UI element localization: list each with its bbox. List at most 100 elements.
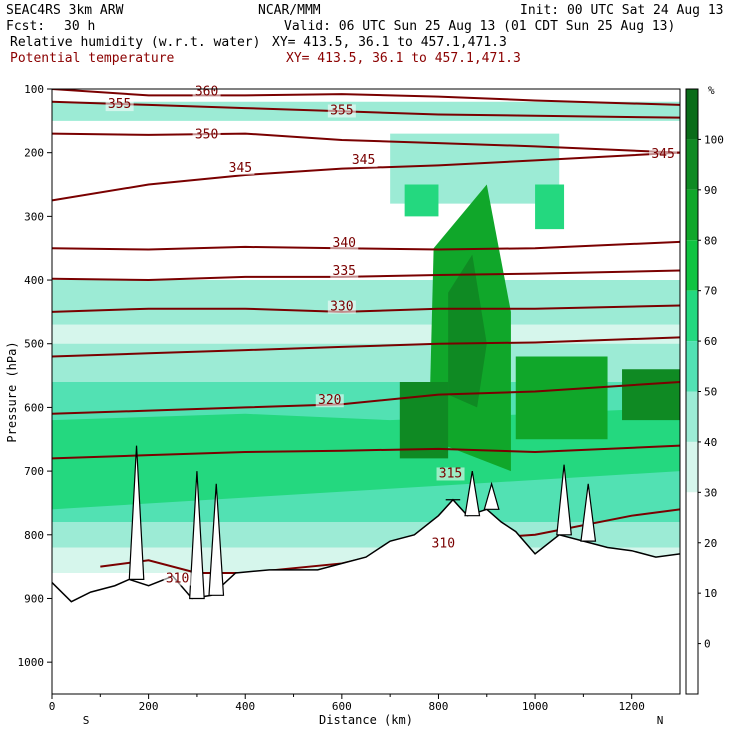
terrain-peak	[128, 445, 145, 580]
colorbar-tick-label: 30	[704, 486, 717, 499]
x-tick-label: 600	[332, 700, 352, 713]
colorbar-tick-label: 50	[704, 386, 717, 399]
contour-label: 340	[333, 236, 356, 251]
x-tick-label: 1200	[618, 700, 645, 713]
terrain-fill	[52, 499, 680, 694]
isentrope-345	[52, 151, 680, 202]
isentrope-360	[52, 89, 680, 106]
y-tick-label: 900	[24, 592, 44, 605]
colorbar-swatch	[686, 290, 698, 342]
colorbar-tick-label: 70	[704, 285, 717, 298]
contour-label: 310	[432, 537, 455, 552]
rh-region	[515, 356, 608, 440]
contour-label-bg	[436, 467, 465, 481]
y-tick-label: 800	[24, 529, 44, 542]
isentrope-325	[52, 336, 680, 358]
terrain-peak	[580, 483, 597, 542]
terrain-peak	[483, 481, 500, 510]
field2-title: Potential temperature	[10, 51, 175, 66]
isentrope-315	[52, 444, 680, 460]
y-axis-label: Pressure (hPa)	[5, 341, 19, 442]
contour-label: 335	[333, 264, 356, 279]
y-tick-label: 1000	[18, 656, 45, 669]
contour-label-bg	[163, 572, 192, 586]
rh-region	[399, 381, 449, 459]
contour-label: 350	[195, 128, 218, 143]
contour-label: 345	[352, 153, 375, 168]
contour-label: 315	[439, 466, 462, 481]
contour-label: 345	[651, 147, 674, 162]
colorbar-swatch	[686, 139, 698, 190]
colorbar-swatch	[686, 593, 698, 644]
contour-label-bg	[327, 104, 356, 118]
contour-label-bg	[330, 264, 359, 278]
fcst-label: Fcst:	[6, 19, 45, 34]
x-tick-label: 400	[235, 700, 255, 713]
x-tick-label: 800	[429, 700, 449, 713]
y-tick-label: 400	[24, 274, 44, 287]
rh-region	[622, 369, 680, 421]
valid-label: Valid: 06 UTC Sun 25 Aug 13 (01 CDT Sun …	[284, 19, 675, 34]
contour-label-bg	[349, 154, 378, 168]
contour-label: 355	[108, 97, 131, 112]
colorbar-swatch	[686, 542, 698, 594]
colorbar-tick-label: 40	[704, 436, 717, 449]
contour-label-bg	[105, 98, 134, 112]
contour-label: 355	[330, 103, 353, 118]
colorbar-tick-label: 0	[704, 638, 711, 651]
colorbar-tick-label: 80	[704, 234, 717, 247]
contour-label-bg	[226, 161, 255, 175]
contour-label-bg	[429, 537, 458, 551]
contour-label-layer: 360 355 355 350 345 345 345 340 335 330 320 315 310 3…	[105, 84, 678, 587]
contour-label-bg	[315, 394, 344, 408]
contour-label-bg	[649, 147, 678, 161]
colorbar: 0 10 20 30 40 50 60 70 80 90 100	[685, 88, 724, 695]
y-tick-label: 200	[24, 147, 44, 160]
x-axis: 0 200 400 600 800 1000 1200	[49, 694, 645, 713]
contour-label-bg	[192, 128, 221, 142]
field1-xy: XY= 413.5, 36.1 to 457.1,471.3	[272, 35, 507, 50]
terrain-peak	[189, 471, 205, 600]
contour-label: 360	[195, 84, 218, 99]
contour-label-bg	[327, 300, 356, 314]
y-tick-label: 300	[24, 210, 44, 223]
north-label: N	[657, 714, 664, 727]
isentrope-350	[52, 132, 680, 154]
x-tick-label: 200	[139, 700, 159, 713]
y-tick-label: 600	[24, 401, 44, 414]
rh-region	[404, 184, 439, 217]
colorbar-swatch	[686, 643, 698, 694]
contour-label: 320	[318, 393, 341, 408]
contour-label-bg	[330, 236, 359, 250]
x-axis-label: Distance (km)	[319, 713, 413, 727]
colorbar-tick-label: 90	[704, 184, 717, 197]
colorbar-tick-label: 100	[704, 133, 724, 146]
colorbar-swatch	[686, 391, 698, 442]
terrain-peak	[464, 471, 481, 517]
contour-label: 310	[166, 572, 189, 587]
y-tick-label: 700	[24, 465, 44, 478]
terrain-surface	[52, 498, 680, 603]
south-label: S	[83, 714, 90, 727]
field1-title: Relative humidity (w.r.t. water)	[10, 35, 260, 50]
terrain-peak	[208, 483, 225, 596]
colorbar-tick-label: 10	[704, 587, 717, 600]
model-label: SEAC4RS 3km ARW	[6, 3, 124, 18]
org-label: NCAR/MMM	[258, 3, 321, 18]
colorbar-tick-label: 60	[704, 335, 717, 348]
colorbar-swatch	[686, 189, 698, 241]
contour-label: 345	[229, 161, 252, 176]
rh-region	[535, 184, 565, 230]
y-axis: 100 200 300 400 500 600 700 800 900 1000	[18, 83, 52, 669]
rh-region	[52, 280, 680, 325]
rh-region	[448, 254, 487, 408]
colorbar-tick-label: 20	[704, 537, 717, 550]
colorbar-unit: %	[708, 84, 715, 97]
terrain-peak	[556, 464, 572, 536]
init-label: Init: 00 UTC Sat 24 Aug 13	[520, 3, 724, 18]
fcst-value: 30 h	[64, 19, 95, 34]
x-tick-label: 0	[49, 700, 56, 713]
y-tick-label: 500	[24, 338, 44, 351]
terrain-layer	[52, 445, 680, 694]
